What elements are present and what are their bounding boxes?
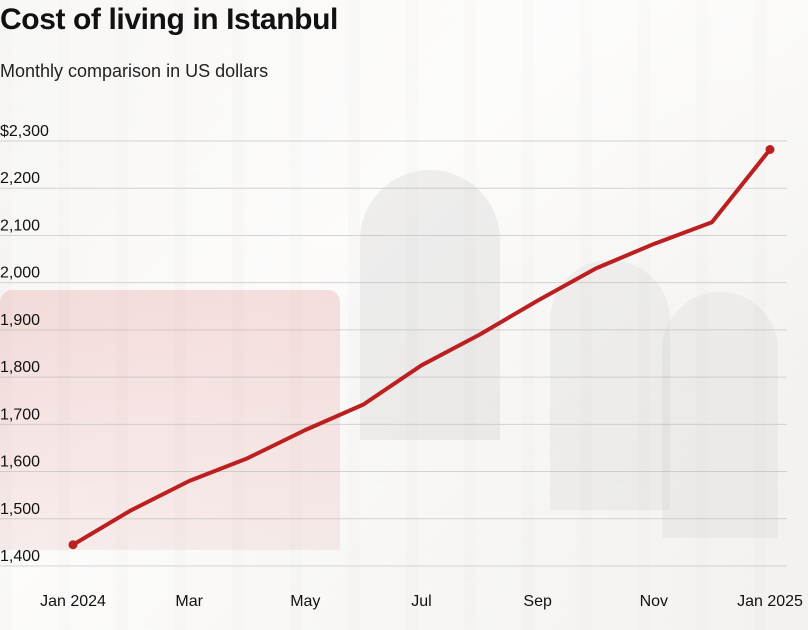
x-axis: Jan 2024 Mar May Jul Sep Nov Jan 2025 <box>40 593 803 610</box>
y-tick-label-2000: 2,000 <box>0 265 40 282</box>
x-tick-label-sep: Sep <box>523 593 552 610</box>
y-tick-label-2100: 2,100 <box>0 217 40 234</box>
grid-layer <box>0 140 787 567</box>
y-tick-label-2200: 2,200 <box>0 170 40 187</box>
x-tick-label-mar: Mar <box>175 593 203 610</box>
x-tick-label-jan-2024: Jan 2024 <box>40 593 106 610</box>
y-tick-label-1500: 1,500 <box>0 501 40 518</box>
page-title: Cost of living in Istanbul <box>0 3 338 36</box>
page-subtitle: Monthly comparison in US dollars <box>0 61 269 81</box>
series-start-point <box>68 540 78 550</box>
y-axis: 1,400 1,500 1,600 1,700 1,800 1,900 2,000 2,100… <box>0 123 49 565</box>
series-line <box>71 147 772 547</box>
series-layer <box>68 145 775 550</box>
y-tick-label-1400: 1,400 <box>0 548 40 565</box>
x-tick-label-nov: Nov <box>640 593 668 610</box>
x-tick-label-jul: Jul <box>411 593 431 610</box>
x-tick-label-may: May <box>290 593 320 610</box>
x-tick-label-jan-2025: Jan 2025 <box>737 593 803 610</box>
y-tick-label-1600: 1,600 <box>0 454 40 471</box>
y-tick-label-1800: 1,800 <box>0 359 40 376</box>
series-end-point <box>765 145 775 154</box>
y-tick-label-1900: 1,900 <box>0 312 40 329</box>
y-tick-label-1700: 1,700 <box>0 406 40 423</box>
y-tick-label-2300: $2,300 <box>0 123 49 140</box>
